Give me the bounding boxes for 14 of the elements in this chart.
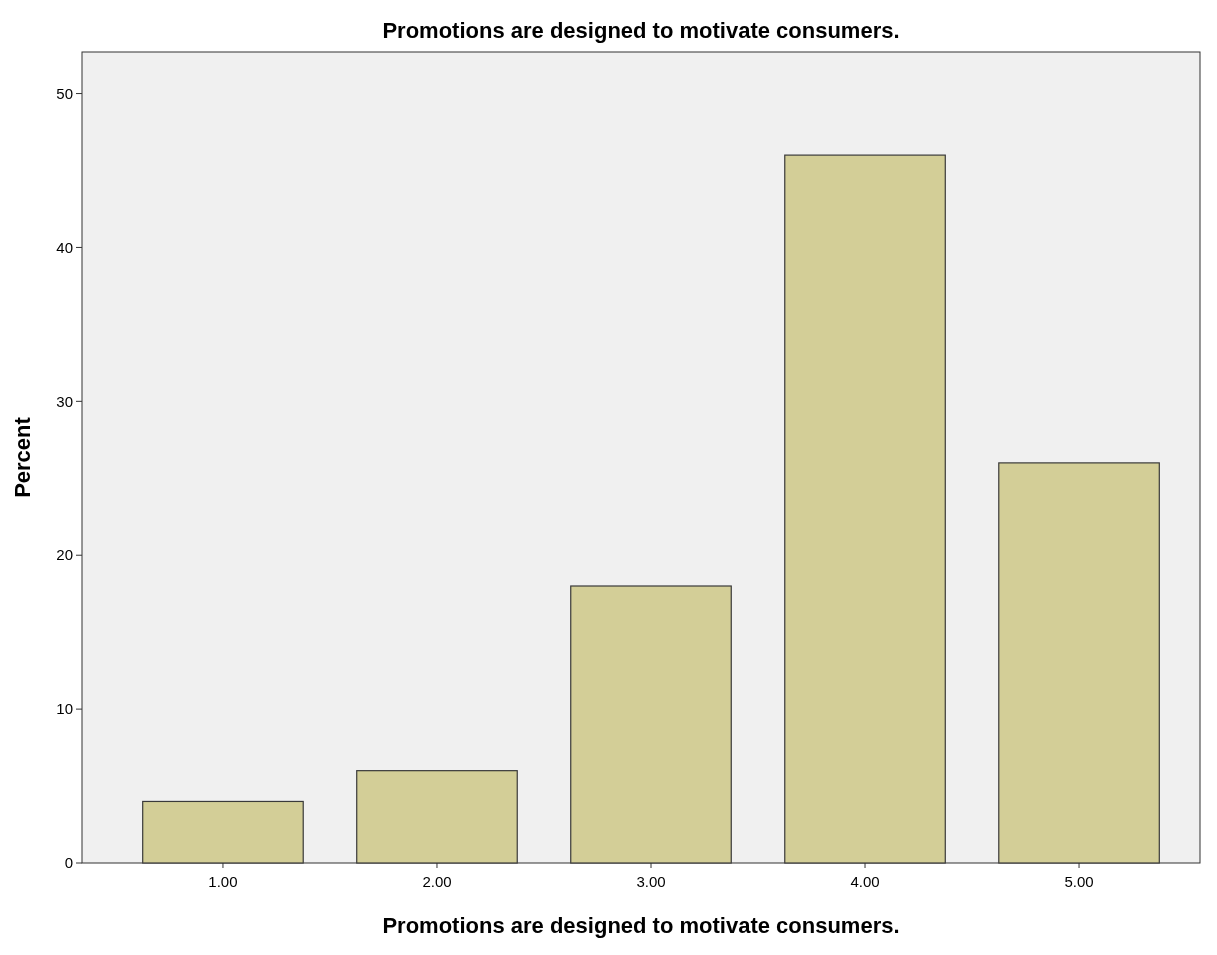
y-tick-label: 10: [56, 700, 73, 718]
y-axis-title: Percent: [10, 416, 35, 498]
y-tick-label: 30: [56, 392, 73, 410]
y-tick-label: 0: [64, 854, 73, 872]
x-tick-label: 3.00: [636, 873, 666, 890]
x-axis-title: Promotions are designed to motivate consumers.: [382, 913, 900, 938]
y-tick-label: 40: [56, 238, 73, 256]
x-tick-label: 5.00: [1064, 873, 1094, 890]
y-tick-label: 50: [56, 84, 73, 102]
x-tick-label: 1.00: [208, 873, 238, 890]
chart-title: Promotions are designed to motivate consumers.: [382, 18, 900, 43]
y-tick-label: 20: [56, 546, 73, 564]
x-tick-label: 2.00: [422, 873, 452, 890]
x-tick-label: 4.00: [850, 873, 880, 890]
